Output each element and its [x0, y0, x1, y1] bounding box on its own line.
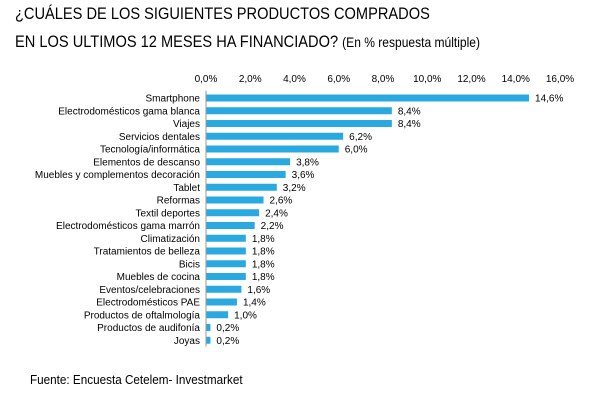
value-label: 6,0% — [345, 145, 368, 156]
category-label: Eventos/celebraciones — [99, 285, 200, 296]
source-note: Fuente: Encuesta Cetelem- Investmarket — [30, 372, 243, 387]
value-label: 1,8% — [252, 272, 275, 283]
value-label: 2,6% — [270, 196, 293, 207]
bar — [206, 94, 530, 102]
category-label: Reformas — [157, 196, 200, 207]
chart-subtitle: (En % respuesta múltiple) — [342, 34, 481, 50]
category-label: Textil deportes — [136, 208, 200, 219]
x-tick-label: 2,0% — [239, 74, 262, 85]
value-label: 1,0% — [234, 310, 257, 321]
category-label: Electrodomésticos gama marrón — [56, 221, 200, 232]
bar — [206, 234, 246, 242]
x-tick-label: 10,0% — [413, 74, 441, 85]
bar — [206, 145, 339, 153]
category-label: Elementos de descanso — [93, 157, 200, 168]
value-label: 1,4% — [243, 298, 266, 309]
value-labels: 14,6% 8,4% 8,4% 6,2% 6,0% 3,8% 3,6% 3,2% 2,6%2,4… — [216, 94, 563, 347]
bar — [206, 285, 242, 293]
category-label: Muebles de cocina — [117, 272, 201, 283]
x-tick-label: 0,0% — [195, 74, 218, 85]
category-label: Viajes — [173, 119, 200, 130]
value-label: 1,6% — [247, 285, 270, 296]
value-label: 0,2% — [216, 336, 239, 347]
category-label: Muebles y complementos decoración — [35, 170, 200, 181]
bar — [206, 196, 264, 204]
value-label: 0,2% — [216, 323, 239, 334]
bar — [206, 324, 211, 331]
value-label: 8,4% — [398, 119, 421, 130]
category-label: Smartphone — [146, 94, 201, 105]
x-tick-label: 12,0% — [457, 74, 485, 85]
x-tick-label: 6,0% — [327, 74, 350, 85]
category-label: Joyas — [174, 336, 200, 347]
value-label: 3,8% — [296, 157, 319, 168]
category-label: Productos de oftalmología — [84, 310, 201, 321]
value-label: 3,2% — [283, 183, 306, 194]
category-label: Bicis — [179, 259, 200, 270]
x-tick-label: 8,0% — [372, 74, 395, 85]
bar — [206, 107, 392, 115]
bar — [206, 336, 211, 344]
x-tick-label: 4,0% — [283, 74, 306, 85]
value-label: 8,4% — [398, 106, 421, 117]
category-label: Tablet — [173, 183, 200, 194]
category-label: Tratamientos de belleza — [94, 247, 201, 258]
bar — [206, 273, 246, 280]
value-label: 2,2% — [261, 221, 284, 232]
value-label: 1,8% — [252, 247, 275, 258]
value-label: 2,4% — [265, 208, 288, 219]
x-tick-label: 16,0% — [546, 74, 574, 85]
value-label: 6,2% — [349, 132, 372, 143]
value-label: 1,8% — [252, 234, 275, 245]
bar — [206, 158, 291, 166]
category-label: Tecnología/informática — [100, 145, 200, 156]
bar — [206, 132, 344, 140]
bar — [206, 298, 237, 306]
bar — [206, 209, 260, 217]
chart-title-line2-text: EN LOS ULTIMOS 12 MESES HA FINANCIADO? — [15, 32, 339, 51]
category-label: Electrodomésticos gama blanca — [58, 106, 200, 117]
bar — [206, 222, 255, 229]
value-label: 14,6% — [535, 94, 563, 105]
chart-title-line1: ¿CUÁLES DE LOS SIGUIENTES PRODUCTOS COMP… — [15, 4, 430, 23]
bar — [206, 183, 277, 191]
category-label: Productos de audifonía — [97, 323, 200, 334]
category-label: Electrodomésticos PAE — [96, 298, 200, 309]
value-label: 3,6% — [292, 170, 315, 181]
bar — [206, 120, 392, 127]
bar — [206, 247, 246, 255]
bar — [206, 260, 246, 268]
bar — [206, 171, 286, 178]
chart-title-line2: EN LOS ULTIMOS 12 MESES HA FINANCIADO? (… — [15, 32, 480, 52]
category-label: Servicios dentales — [119, 132, 200, 143]
category-label: Climatización — [141, 234, 200, 245]
x-axis-ticks: 0,0% 2,0% 4,0% 6,0% 8,0% 10,0% 12,0% 14,0% 16,0% — [195, 74, 575, 85]
x-tick-label: 14,0% — [502, 74, 530, 85]
value-label: 1,8% — [252, 259, 275, 270]
bars — [206, 94, 530, 344]
bar — [206, 311, 229, 319]
